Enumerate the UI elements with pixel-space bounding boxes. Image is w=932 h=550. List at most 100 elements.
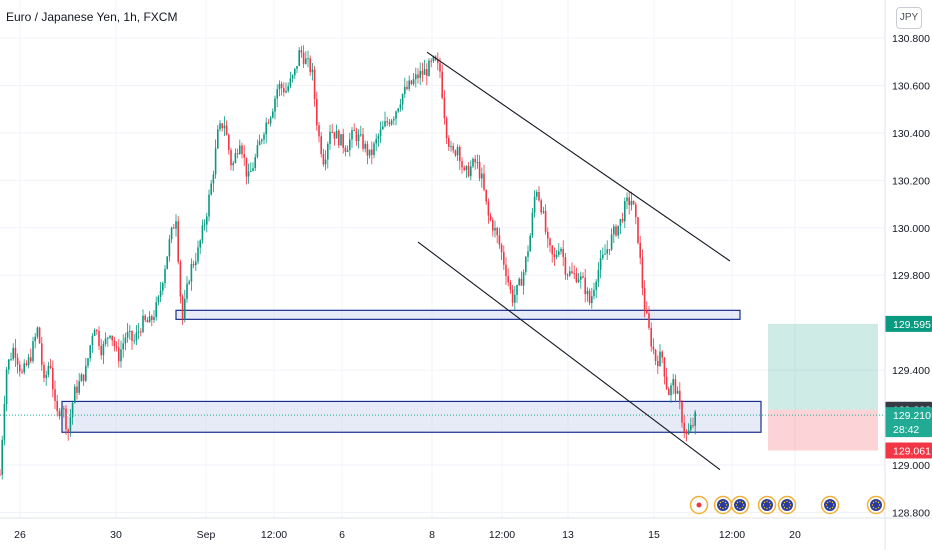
candle-body bbox=[272, 111, 274, 118]
candle-body bbox=[562, 248, 564, 258]
currency-button[interactable]: JPY bbox=[896, 7, 922, 29]
candle-body bbox=[80, 374, 83, 382]
candle-body bbox=[263, 134, 265, 140]
candle-body bbox=[14, 347, 17, 358]
candle-body bbox=[399, 104, 402, 109]
candle-body bbox=[36, 327, 39, 337]
candle-body bbox=[12, 347, 14, 360]
candle-body bbox=[41, 343, 43, 365]
candle-body bbox=[45, 374, 47, 378]
flag-star bbox=[768, 506, 771, 509]
candle-body bbox=[291, 75, 294, 79]
upper-zone bbox=[175, 309, 741, 320]
candle-body bbox=[375, 139, 377, 144]
candle-body bbox=[133, 340, 135, 342]
candle-body bbox=[320, 136, 322, 154]
flag-star bbox=[783, 501, 786, 504]
candle-body bbox=[170, 227, 173, 240]
price-tick-label: 130.200 bbox=[892, 175, 930, 187]
candle-body bbox=[351, 130, 353, 140]
candle-body bbox=[258, 141, 261, 146]
candle-body bbox=[362, 134, 364, 149]
candle-body bbox=[544, 211, 547, 232]
candle-body bbox=[551, 245, 553, 255]
candle-body bbox=[25, 363, 28, 366]
price-tick-label: 129.800 bbox=[892, 270, 930, 282]
candle-body bbox=[296, 65, 298, 69]
candle-body bbox=[575, 273, 578, 282]
candle-body bbox=[406, 86, 408, 89]
candle-body bbox=[569, 271, 571, 276]
time-tick-label: 26 bbox=[14, 529, 26, 541]
candle-body bbox=[8, 359, 10, 370]
candle-body bbox=[448, 138, 450, 147]
candle-body bbox=[547, 231, 549, 239]
price-axis[interactable]: 130.800 130.600 130.400 130.200 130.000 129.8… bbox=[885, 0, 932, 550]
candle-body bbox=[650, 327, 652, 347]
candle-body bbox=[230, 150, 232, 166]
candle-body bbox=[518, 278, 520, 285]
candle-body bbox=[481, 173, 483, 179]
candle-body bbox=[593, 289, 595, 297]
candle-body bbox=[679, 390, 681, 403]
candle-body bbox=[309, 58, 311, 73]
candle-body bbox=[254, 157, 256, 169]
flag-star bbox=[741, 501, 744, 504]
candle-body bbox=[632, 200, 635, 205]
candle-body bbox=[630, 200, 633, 206]
event-markers[interactable] bbox=[689, 495, 886, 515]
long-position-tool[interactable] bbox=[768, 323, 878, 451]
candle-body bbox=[63, 408, 65, 410]
candle-body bbox=[201, 225, 204, 241]
candle-body bbox=[177, 221, 179, 262]
candle-body bbox=[454, 150, 457, 156]
candle-body bbox=[188, 281, 190, 284]
candle-body bbox=[683, 422, 685, 432]
candle-body bbox=[536, 192, 538, 197]
candle-body bbox=[34, 336, 36, 342]
candle-body bbox=[582, 276, 584, 278]
candle-body bbox=[166, 256, 168, 269]
position-target-zone bbox=[768, 323, 878, 410]
candle-body bbox=[58, 411, 61, 417]
candle-body bbox=[274, 98, 276, 112]
candle-body bbox=[591, 296, 593, 304]
candle-body bbox=[379, 129, 382, 137]
candle-body bbox=[225, 125, 228, 135]
candle-body bbox=[250, 171, 252, 173]
candle-body bbox=[197, 247, 199, 262]
candle-body bbox=[335, 130, 338, 139]
candle-body bbox=[676, 390, 679, 394]
candle-body bbox=[494, 227, 496, 231]
candle-body bbox=[681, 402, 683, 423]
candle-body bbox=[687, 430, 690, 435]
candle-body bbox=[465, 166, 468, 171]
candle-body bbox=[564, 257, 567, 275]
candle-body bbox=[419, 71, 421, 79]
candle-body bbox=[540, 200, 542, 213]
price-countdown-text: 28:42 bbox=[893, 424, 919, 436]
candle-body bbox=[122, 343, 124, 350]
candle-body bbox=[32, 341, 34, 362]
flag-star bbox=[722, 500, 724, 503]
candle-body bbox=[148, 316, 151, 323]
candle-body bbox=[659, 351, 661, 367]
candle-body bbox=[214, 148, 217, 175]
flag-star bbox=[768, 501, 771, 504]
price-label-box bbox=[885, 442, 932, 459]
candle-body bbox=[461, 161, 463, 168]
candle-body bbox=[500, 244, 503, 253]
flag-star bbox=[719, 506, 722, 509]
candle-body bbox=[313, 69, 316, 100]
flag-star bbox=[722, 507, 724, 510]
flag-star bbox=[832, 504, 835, 506]
candle-body bbox=[619, 218, 622, 226]
candle-body bbox=[340, 134, 342, 146]
candle-body bbox=[252, 168, 254, 172]
candle-body bbox=[47, 365, 50, 375]
candle-body bbox=[298, 50, 300, 66]
candle-body bbox=[467, 166, 470, 177]
candle-body bbox=[311, 69, 314, 73]
